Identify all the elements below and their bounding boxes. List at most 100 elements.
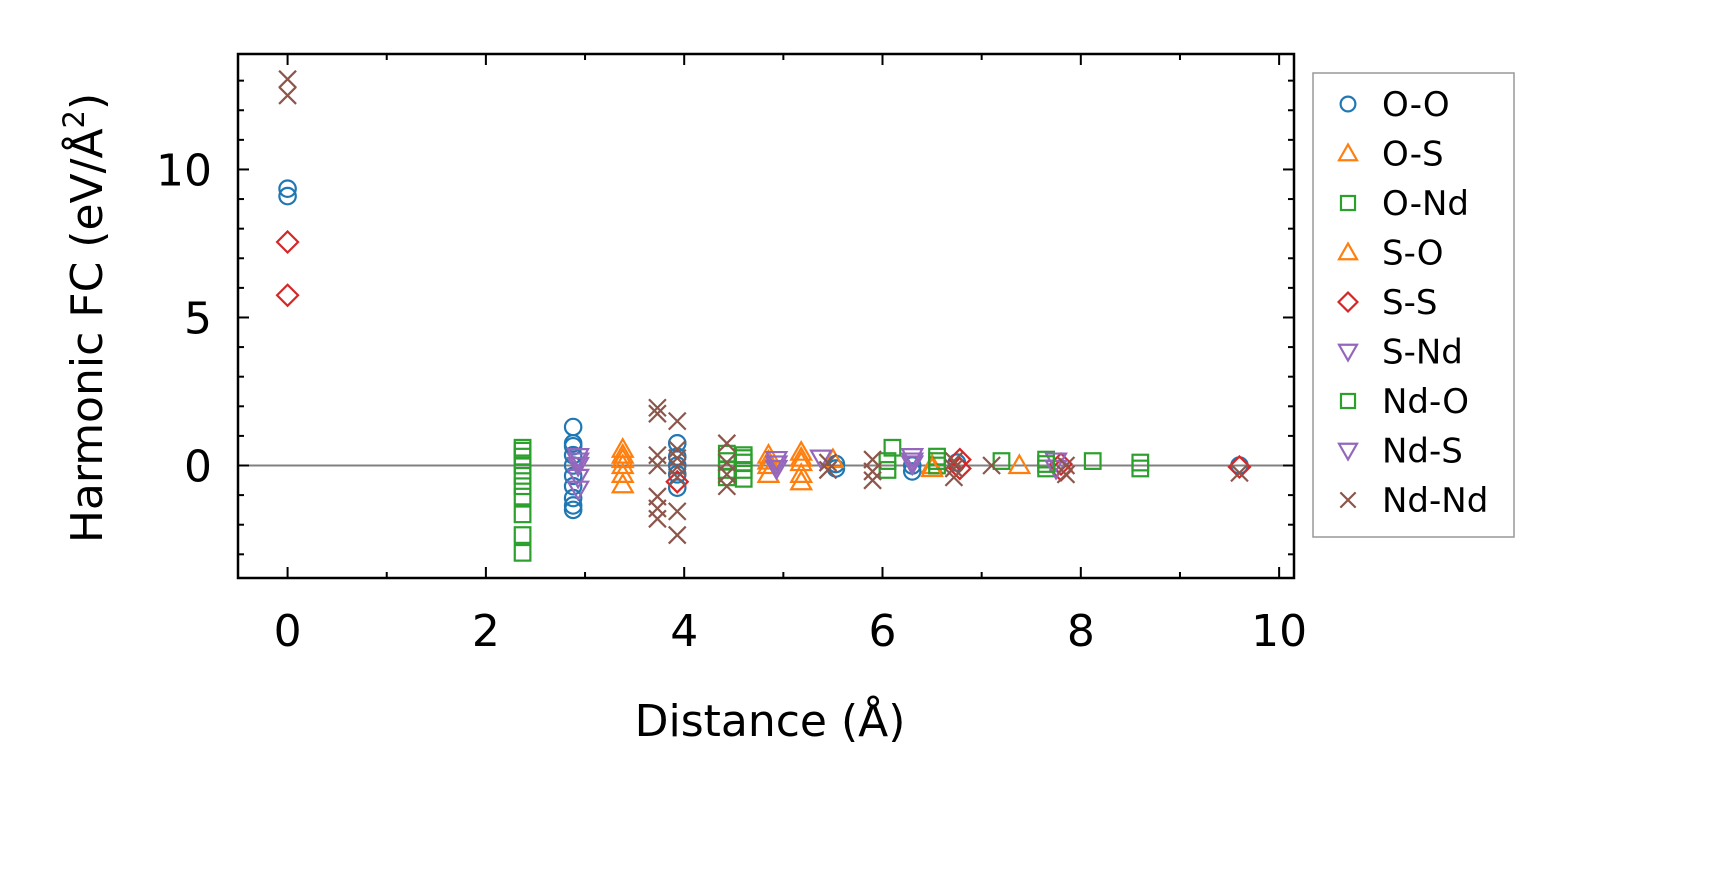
legend-marker: [1339, 194, 1357, 212]
legend: O-O O-S O-Nd S-O S-S S-Nd Nd-O Nd-S Nd-Nd: [1312, 72, 1515, 538]
y-axis-label-superscript: 2: [57, 110, 91, 128]
legend-marker: [1339, 95, 1357, 113]
data-point: [513, 526, 532, 544]
legend-label: O-S: [1382, 135, 1444, 175]
data-point: [764, 455, 789, 477]
legend-marker: [1337, 241, 1359, 261]
series-nd-nd: [278, 69, 1249, 545]
y-axis-label-main: Harmonic FC (eV/Å: [60, 128, 113, 543]
data-point: [610, 447, 635, 469]
data-point: [513, 477, 532, 496]
data-point: [789, 445, 814, 467]
y-tick-label: 5: [184, 293, 212, 344]
data-point: [1037, 455, 1056, 473]
legend-label: Nd-S: [1382, 432, 1463, 472]
legend-item-nd-nd: Nd-Nd: [1339, 481, 1488, 521]
data-point: [513, 441, 532, 460]
data-point: [1131, 459, 1150, 478]
ticks-layer: [238, 54, 1294, 578]
data-point: [1007, 453, 1032, 475]
data-point: [278, 186, 297, 206]
series-nd-s: [566, 452, 925, 477]
data-point: [1044, 452, 1068, 474]
legend-box: [1312, 72, 1515, 538]
y-axis-label-close: ): [62, 93, 113, 110]
data-point: [944, 459, 964, 478]
data-point: [566, 480, 590, 502]
data-point: [789, 469, 814, 491]
data-point: [667, 448, 687, 468]
data-point: [566, 456, 590, 478]
data-point: [665, 469, 690, 494]
data-point: [734, 469, 753, 488]
data-point: [883, 438, 902, 457]
data-point: [275, 229, 300, 255]
legend-item-s-o: S-O: [1337, 234, 1444, 274]
data-point: [278, 69, 297, 89]
data-point: [1230, 463, 1249, 483]
data-point: [920, 456, 944, 478]
legend-item-nd-o: Nd-O: [1339, 382, 1469, 422]
data-point: [667, 439, 687, 459]
data-point: [1083, 452, 1102, 470]
series-s-nd: [566, 448, 1068, 502]
data-point: [648, 398, 667, 418]
data-point: [756, 448, 781, 470]
legend-label: S-Nd: [1382, 333, 1463, 373]
data-point: [789, 439, 814, 461]
series-o-s: [610, 437, 1032, 494]
legend-marker: [1339, 392, 1357, 410]
x-tick-label: 10: [1251, 606, 1307, 657]
data-point: [566, 452, 590, 474]
legend-item-s-nd: S-Nd: [1337, 333, 1463, 373]
legend-label: Nd-Nd: [1382, 481, 1488, 521]
data-point: [789, 462, 814, 483]
data-point: [610, 472, 635, 494]
legend-label: S-S: [1382, 283, 1437, 323]
data-point: [992, 452, 1011, 470]
data-point: [902, 462, 922, 481]
data-point: [928, 452, 946, 470]
data-point: [513, 466, 532, 485]
legend-item-nd-s: Nd-S: [1337, 432, 1463, 472]
data-point: [947, 456, 972, 481]
legend-label: Nd-O: [1382, 382, 1469, 422]
legend-marker: [1336, 290, 1360, 314]
series-s-o: [610, 442, 944, 478]
legend-label: O-O: [1382, 85, 1450, 125]
data-point: [563, 496, 583, 515]
data-point: [944, 468, 964, 487]
data-point: [717, 476, 737, 496]
data-point: [667, 411, 687, 431]
x-axis-label: Distance (Å): [635, 694, 906, 747]
legend-marker: [1337, 142, 1359, 162]
data-point: [1056, 465, 1076, 484]
data-point: [944, 451, 964, 471]
y-tick-label: 0: [184, 442, 212, 493]
data-point: [1227, 454, 1252, 480]
data-point: [610, 442, 635, 464]
legend-marker: [1337, 343, 1359, 363]
legend-marker: [1339, 491, 1357, 509]
data-point: [648, 404, 667, 423]
data-point: [818, 460, 838, 480]
legend-label: O-Nd: [1382, 184, 1469, 224]
data-point: [278, 86, 297, 105]
data-point: [982, 456, 1001, 475]
x-tick-label: 2: [472, 606, 500, 657]
legend-item-s-s: S-S: [1336, 283, 1437, 323]
data-point: [667, 468, 687, 487]
data-point: [278, 179, 297, 199]
legend-item-o-nd: O-Nd: [1339, 184, 1469, 224]
points-layer: [275, 69, 1252, 562]
data-point: [1056, 456, 1076, 475]
data-point: [900, 448, 925, 469]
data-point: [863, 471, 882, 490]
data-point: [764, 459, 789, 481]
legend-label: S-O: [1382, 234, 1444, 274]
data-point: [648, 509, 667, 529]
series-nd-o: [513, 441, 1056, 473]
data-point: [667, 502, 687, 521]
data-point: [648, 456, 667, 475]
